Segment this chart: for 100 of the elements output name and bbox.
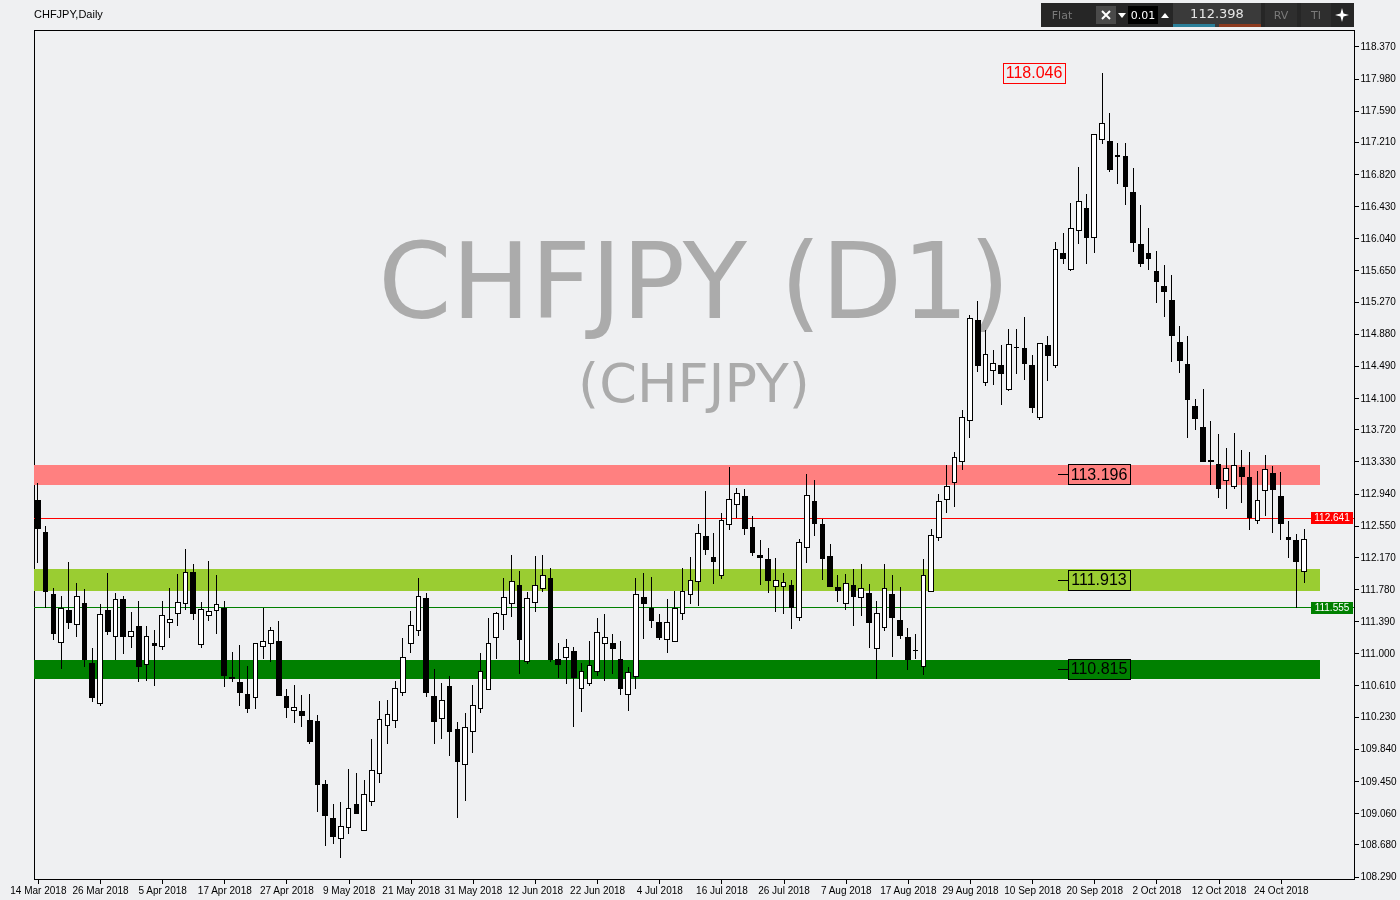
candlestick — [229, 651, 235, 683]
candlestick — [306, 693, 313, 745]
y-tick-label: 113.720 — [1360, 423, 1397, 435]
number-field: 0.01 — [1128, 6, 1158, 24]
y-tick-label: 112.940 — [1360, 488, 1397, 500]
candlestick — [128, 611, 134, 649]
candlestick — [563, 638, 569, 685]
y-tick-label: 109.840 — [1360, 743, 1398, 755]
candlestick — [1138, 204, 1144, 268]
x-tick-label: 16 Jul 2018 — [696, 884, 749, 896]
ref-line-label: 112.641 — [1314, 512, 1351, 524]
candlestick — [1293, 533, 1300, 609]
candlestick — [291, 684, 298, 724]
band-label: 110.815 — [1070, 660, 1128, 678]
annotation: (CHFJPY) — [578, 352, 810, 415]
x-tick-label: 2 Oct 2018 — [1132, 884, 1182, 896]
y-tick-label: 116.430 — [1360, 200, 1397, 212]
x-tick-label: 4 Jul 2018 — [636, 884, 684, 896]
x-tick-label: 12 Jun 2018 — [507, 884, 564, 896]
candlestick — [501, 577, 507, 631]
ref-line-label: 111.555 — [1314, 601, 1350, 613]
y-tick-label: 111.390 — [1360, 615, 1396, 627]
y-tick-label: 115.270 — [1360, 296, 1397, 308]
candlestick — [912, 633, 919, 660]
candlestick — [337, 801, 344, 859]
candlestick — [1153, 250, 1160, 304]
x-tick-label: 12 Oct 2018 — [1191, 884, 1247, 896]
candlestick — [943, 464, 950, 514]
y-tick-label: 111.000 — [1360, 647, 1396, 659]
y-tick-label: 109.060 — [1360, 807, 1398, 819]
y-tick-label: 112.550 — [1360, 520, 1397, 532]
candlestick — [905, 627, 911, 671]
x-tick-label: 29 Aug 2018 — [942, 884, 1000, 896]
candlestick — [283, 688, 290, 719]
candlestick — [765, 547, 771, 594]
y-tick-label: 117.210 — [1360, 136, 1397, 148]
y-tick-label: 116.040 — [1360, 232, 1397, 244]
candlestick — [1207, 420, 1214, 486]
candlestick — [858, 563, 865, 617]
x-tick-label: 9 May 2018 — [322, 884, 376, 896]
candlestick — [664, 598, 670, 654]
candlestick — [532, 555, 538, 613]
candlestick — [734, 487, 740, 519]
y-tick-label: 117.980 — [1360, 73, 1397, 85]
candlestick — [1161, 264, 1168, 318]
y-tick-label: 112.170 — [1360, 551, 1397, 563]
candlestick — [656, 613, 663, 641]
candlestick — [835, 574, 841, 603]
candlestick — [811, 479, 818, 537]
y-tick-label: 109.450 — [1360, 775, 1398, 787]
x-tick-label: 17 Aug 2018 — [880, 884, 937, 896]
x-tick-label: 5 Apr 2018 — [138, 884, 188, 896]
y-tick-label: 114.880 — [1360, 328, 1397, 340]
candlestick — [1231, 432, 1237, 490]
candlestick — [407, 610, 414, 654]
y-tick-label: 108.290 — [1360, 871, 1398, 883]
y-tick-label: 115.650 — [1360, 264, 1397, 276]
text-button: TI — [1301, 3, 1331, 27]
candlestick — [1239, 449, 1245, 504]
candlestick — [1270, 465, 1276, 534]
candlestick — [1176, 325, 1183, 374]
candlestick — [602, 613, 608, 682]
y-tick-label: 117.590 — [1360, 105, 1397, 117]
candlestick — [167, 587, 173, 639]
x-tick-label: 7 Aug 2018 — [820, 884, 872, 896]
candlestick — [897, 586, 903, 640]
candlestick — [1192, 398, 1199, 431]
candlestick — [772, 557, 779, 613]
candlestick — [268, 626, 274, 663]
annotation: 118.046 — [1005, 64, 1063, 82]
x-tick-label: 24 Oct 2018 — [1253, 884, 1309, 896]
band-label: 111.913 — [1071, 571, 1127, 589]
y-tick-label: 108.680 — [1360, 838, 1398, 850]
y-tick-label: 111.780 — [1360, 583, 1396, 595]
candlestick — [66, 561, 72, 630]
band-label: 113.196 — [1070, 465, 1128, 483]
price-field: 112.398 — [1173, 3, 1261, 27]
x-tick-label: 27 Apr 2018 — [259, 884, 315, 896]
candlestick — [299, 694, 305, 728]
candlestick — [1060, 232, 1067, 265]
y-tick-label: 113.330 — [1360, 456, 1397, 467]
x-tick-label: 17 Apr 2018 — [197, 884, 253, 896]
candlestick — [539, 554, 546, 593]
y-tick-label: 116.820 — [1360, 168, 1397, 180]
annotation: CHFJPY (D1) — [378, 221, 1010, 343]
candlestick — [609, 633, 616, 675]
y-tick-label: 118.370 — [1360, 40, 1397, 52]
candlestick — [1145, 227, 1152, 271]
x-tick-label: 21 May 2018 — [382, 884, 441, 896]
candlestick — [625, 666, 632, 712]
candlestick — [205, 560, 212, 622]
candlestick — [104, 572, 111, 636]
x-tick-label: 22 Jun 2018 — [570, 884, 626, 896]
text: Flat — [1050, 7, 1074, 24]
candlestick — [703, 490, 709, 556]
x-tick-label: 26 Jul 2018 — [758, 884, 811, 896]
candlestick — [260, 607, 266, 660]
candlestick — [438, 682, 445, 740]
candlestick — [1262, 454, 1268, 517]
x-tick-label: 31 May 2018 — [444, 884, 503, 896]
